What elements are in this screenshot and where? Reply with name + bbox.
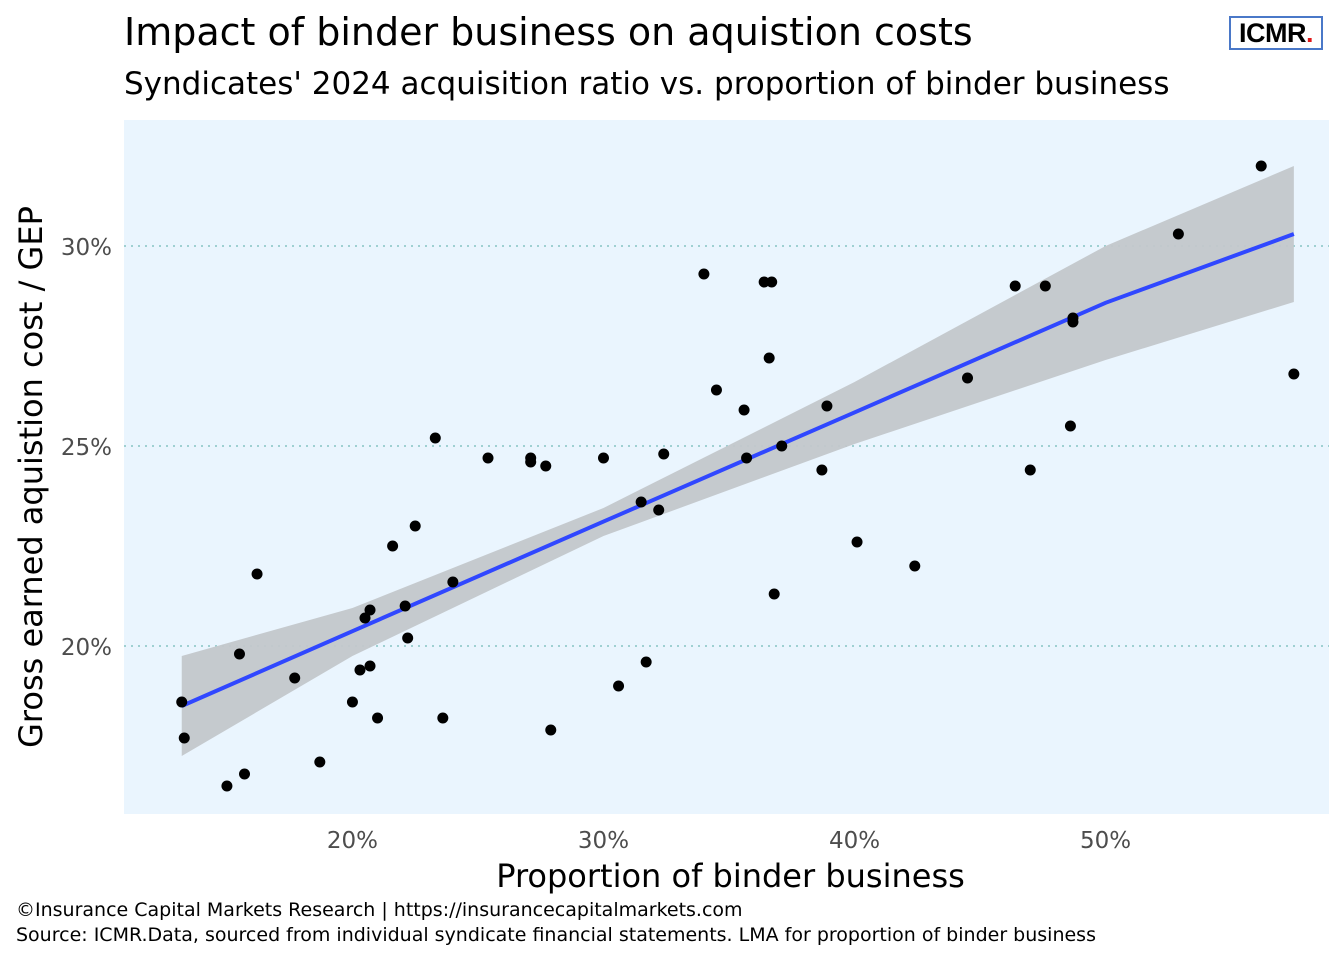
data-point [364,604,376,616]
data-point [658,448,670,460]
gridlines [124,245,1329,647]
data-point [816,464,828,476]
x-tick-labels: 20% 30% 40% 50% [327,828,1131,854]
data-point [766,276,778,288]
data-points [176,160,1300,792]
data-point [221,780,233,792]
data-point [354,664,366,676]
data-point [1172,228,1184,240]
data-point [710,384,722,396]
data-point [364,660,376,672]
data-point [613,680,625,692]
data-point [399,600,411,612]
footer-source: Source: ICMR.Data, sourced from individu… [16,924,1096,946]
data-point [251,568,263,580]
data-point [597,452,609,464]
x-tick-label: 30% [578,828,629,854]
data-point [698,268,710,280]
data-point [1039,280,1051,292]
data-point [447,576,459,588]
y-axis-label: Gross earned aquistion cost / GEP [12,206,50,748]
data-point [387,540,399,552]
x-tick-label: 40% [829,828,880,854]
data-point [635,496,647,508]
data-point [525,456,537,468]
data-point [1067,316,1079,328]
data-point [1064,420,1076,432]
data-point [482,452,494,464]
data-point [821,400,833,412]
data-point [1024,464,1036,476]
chart-subtitle: Syndicates' 2024 acquisition ratio vs. p… [124,66,1170,102]
icmr-logo: ICMR. [1229,16,1323,50]
data-point [909,560,921,572]
logo-dot: . [1305,18,1314,48]
data-point [372,712,384,724]
data-point [653,504,665,516]
data-point [409,520,421,532]
footer-copyright: ©Insurance Capital Markets Research | ht… [16,899,743,921]
x-tick-label: 20% [327,828,378,854]
y-tick-label: 25% [61,435,112,461]
data-point [962,372,973,384]
chart-title: Impact of binder business on aquistion c… [124,10,973,54]
data-point [402,632,414,644]
data-point [1009,280,1021,292]
data-point [359,612,371,624]
y-tick-label: 20% [61,635,112,661]
data-point [239,768,250,780]
data-point [768,588,780,600]
data-point [763,352,775,364]
data-point [741,452,753,464]
y-tick-label: 30% [61,235,112,261]
data-point [776,440,788,452]
y-tick-labels: 20% 25% 30% [61,235,112,661]
trend-line [180,232,1295,708]
data-point [289,672,301,684]
data-point [1255,160,1267,172]
data-point [738,404,750,416]
data-point [545,724,557,736]
data-point [540,460,552,472]
x-tick-label: 50% [1080,828,1131,854]
logo-text: ICMR [1238,18,1307,48]
data-point [233,648,245,660]
data-point [176,696,188,708]
data-point [346,696,358,708]
x-axis-label: Proportion of binder business [496,857,965,895]
data-point [758,276,770,288]
data-point [1288,368,1300,380]
data-point [851,536,863,548]
data-point [178,732,190,744]
data-point [429,432,441,444]
data-point [437,712,449,724]
data-point [314,756,326,768]
data-point [640,656,652,668]
